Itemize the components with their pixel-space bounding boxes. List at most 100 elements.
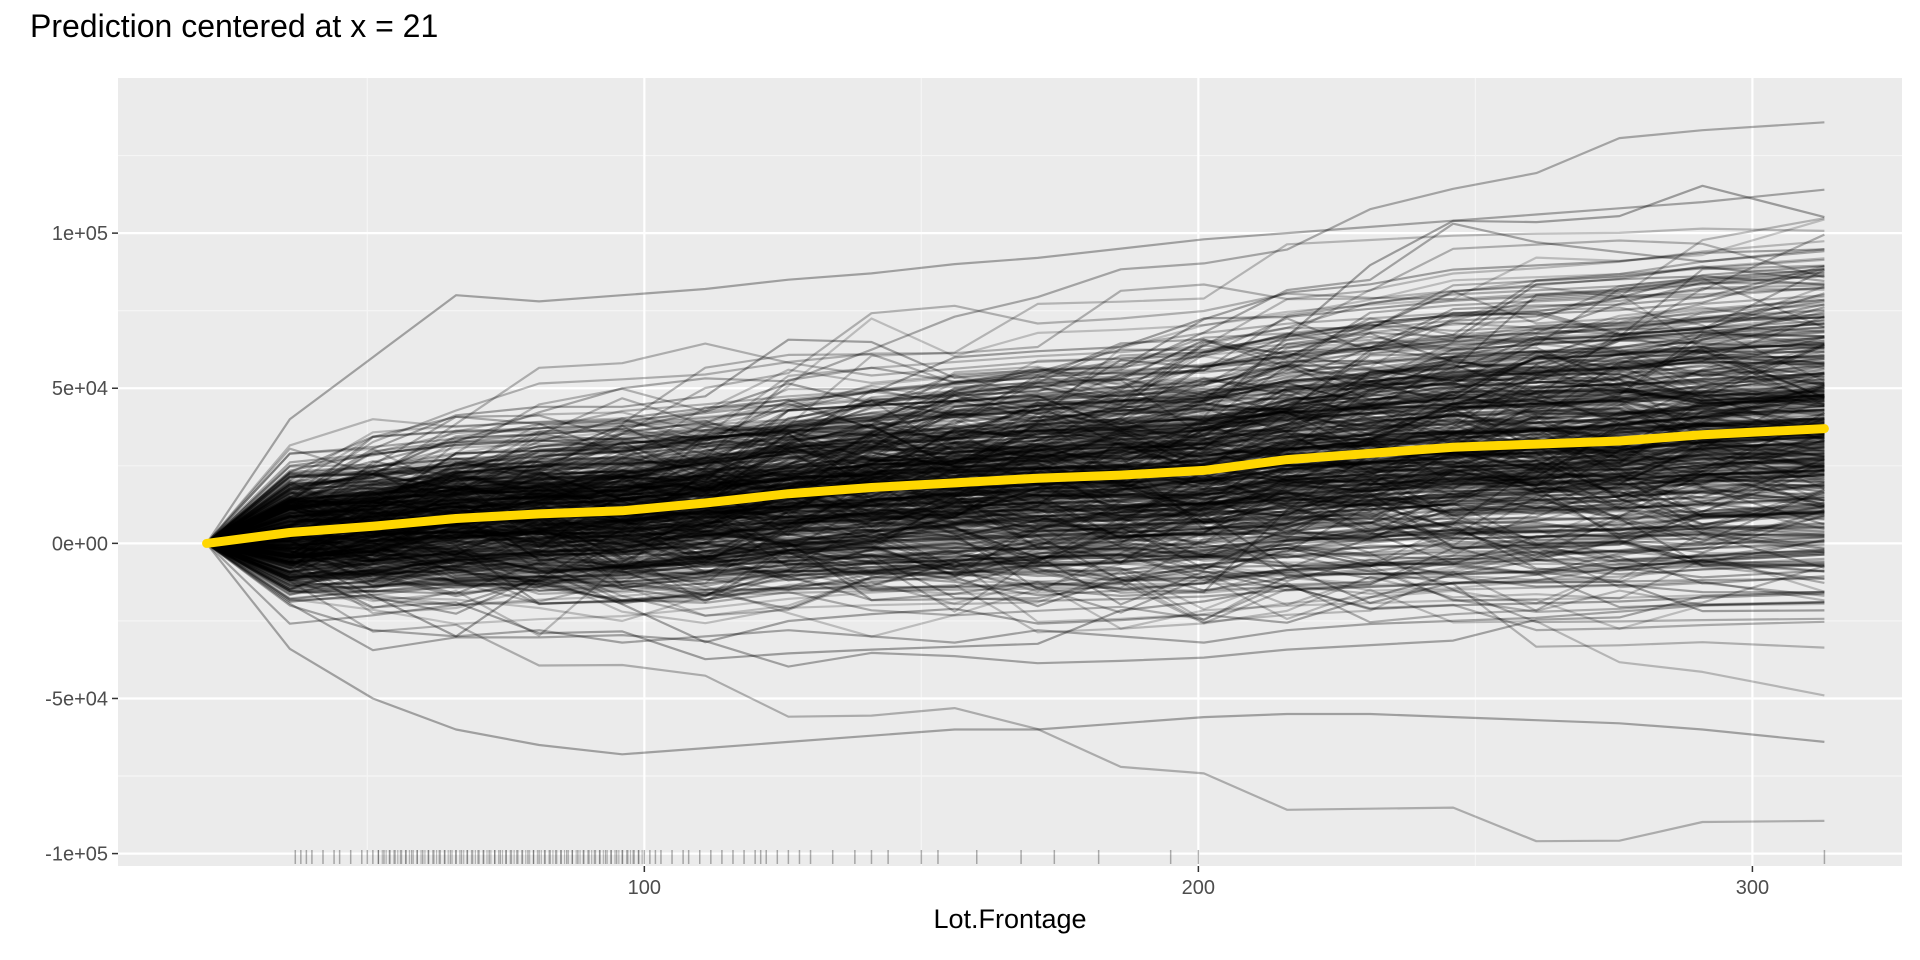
ice-curve <box>206 478 1825 576</box>
ice-curve <box>206 415 1825 554</box>
ice-curve <box>205 376 1825 545</box>
ice-curve <box>205 361 1825 545</box>
ice-curve <box>206 540 1825 594</box>
major-gridlines <box>118 78 1902 866</box>
ice-curve <box>206 442 1825 545</box>
ice-curve <box>206 264 1825 545</box>
ice-curve <box>206 449 1825 545</box>
ice-curve <box>206 413 1825 607</box>
ice-curve <box>206 478 1825 564</box>
ice-curve <box>206 380 1825 545</box>
ice-curve <box>206 438 1825 574</box>
ice-curve <box>206 506 1825 592</box>
ice-curve <box>206 336 1825 545</box>
ice-curve <box>206 537 1825 649</box>
ice-curve <box>206 381 1825 545</box>
ice-curve <box>206 248 1825 545</box>
ice-curve <box>206 415 1825 545</box>
ice-curve <box>206 417 1825 597</box>
ice-curve <box>206 516 1825 570</box>
ice-curve <box>206 274 1825 545</box>
ice-curve <box>206 475 1825 545</box>
ice-curve <box>205 410 1825 545</box>
ice-curve <box>206 401 1825 551</box>
ice-curve <box>206 429 1825 545</box>
ice-curve <box>206 277 1825 545</box>
ice-curve <box>206 434 1825 579</box>
ice-curve <box>206 542 1825 661</box>
ice-curve <box>206 503 1825 601</box>
ice-curve <box>206 350 1825 545</box>
ice-curve <box>206 121 1825 545</box>
ice-curve <box>206 533 1825 608</box>
ice-curve <box>206 404 1825 545</box>
ice-curve <box>206 529 1825 592</box>
ice-curve <box>206 443 1825 558</box>
ice-curve <box>206 520 1825 617</box>
ice-curves <box>205 121 1825 843</box>
ice-curve <box>206 405 1825 570</box>
ice-curve <box>206 470 1825 581</box>
ice-curve <box>206 464 1825 545</box>
ice-curve <box>206 298 1825 573</box>
ice-curve <box>206 541 1825 606</box>
ice-curve <box>206 542 1825 583</box>
average-line <box>202 424 1829 548</box>
ice-curve <box>206 468 1825 559</box>
ice-curve <box>206 510 1825 613</box>
ice-curve <box>206 473 1825 585</box>
ice-curve <box>206 349 1825 545</box>
ice-curve <box>206 542 1825 602</box>
ice-curve <box>206 374 1825 545</box>
ice-curve <box>206 432 1825 562</box>
ice-curve <box>206 437 1825 548</box>
ice-curve <box>206 336 1825 583</box>
ice-curve <box>206 496 1825 591</box>
ice-curve <box>205 227 1825 545</box>
ice-curve <box>206 316 1825 545</box>
ice-curve <box>206 415 1825 574</box>
ice-curve <box>206 384 1825 545</box>
ice-curve <box>206 358 1825 576</box>
ice-curve <box>206 422 1825 637</box>
ice-curve <box>206 472 1825 553</box>
ice-curve <box>206 433 1825 591</box>
ice-curve <box>206 448 1825 549</box>
ice-curve <box>206 433 1825 545</box>
ice-curve <box>206 430 1825 545</box>
ice-curve <box>206 313 1825 563</box>
ice-curve <box>205 359 1825 545</box>
ice-curve <box>206 233 1825 545</box>
ice-curve <box>205 268 1825 545</box>
ice-curve <box>206 476 1825 591</box>
ice-curve <box>206 393 1825 595</box>
ice-curve <box>206 335 1825 545</box>
ice-curve <box>206 472 1825 554</box>
ice-curve <box>206 356 1825 545</box>
y-tick-label: 1e+05 <box>52 223 108 245</box>
ice-curve <box>206 267 1825 545</box>
ice-curve <box>206 346 1825 545</box>
ice-curve <box>206 409 1825 545</box>
ice-curve <box>206 503 1825 582</box>
ice-curve <box>206 443 1825 563</box>
ice-curve <box>206 343 1825 545</box>
ice-curve <box>206 301 1825 545</box>
ice-curve <box>206 346 1825 545</box>
ice-curve <box>206 319 1825 556</box>
ice-curve <box>206 542 1825 697</box>
ice-curve <box>206 331 1825 545</box>
ice-curve <box>206 361 1825 545</box>
ice-curve <box>206 535 1825 579</box>
ice-curve <box>206 326 1825 545</box>
ice-curve <box>206 390 1825 545</box>
ice-curve <box>206 407 1825 566</box>
ice-curve <box>206 268 1825 545</box>
ice-curve <box>206 265 1825 545</box>
ice-curve <box>206 340 1825 545</box>
ice-curve <box>206 383 1825 545</box>
ice-curve <box>205 507 1825 603</box>
ice-curve <box>206 425 1825 593</box>
ice-curve <box>206 408 1825 579</box>
ice-curve <box>206 487 1825 581</box>
